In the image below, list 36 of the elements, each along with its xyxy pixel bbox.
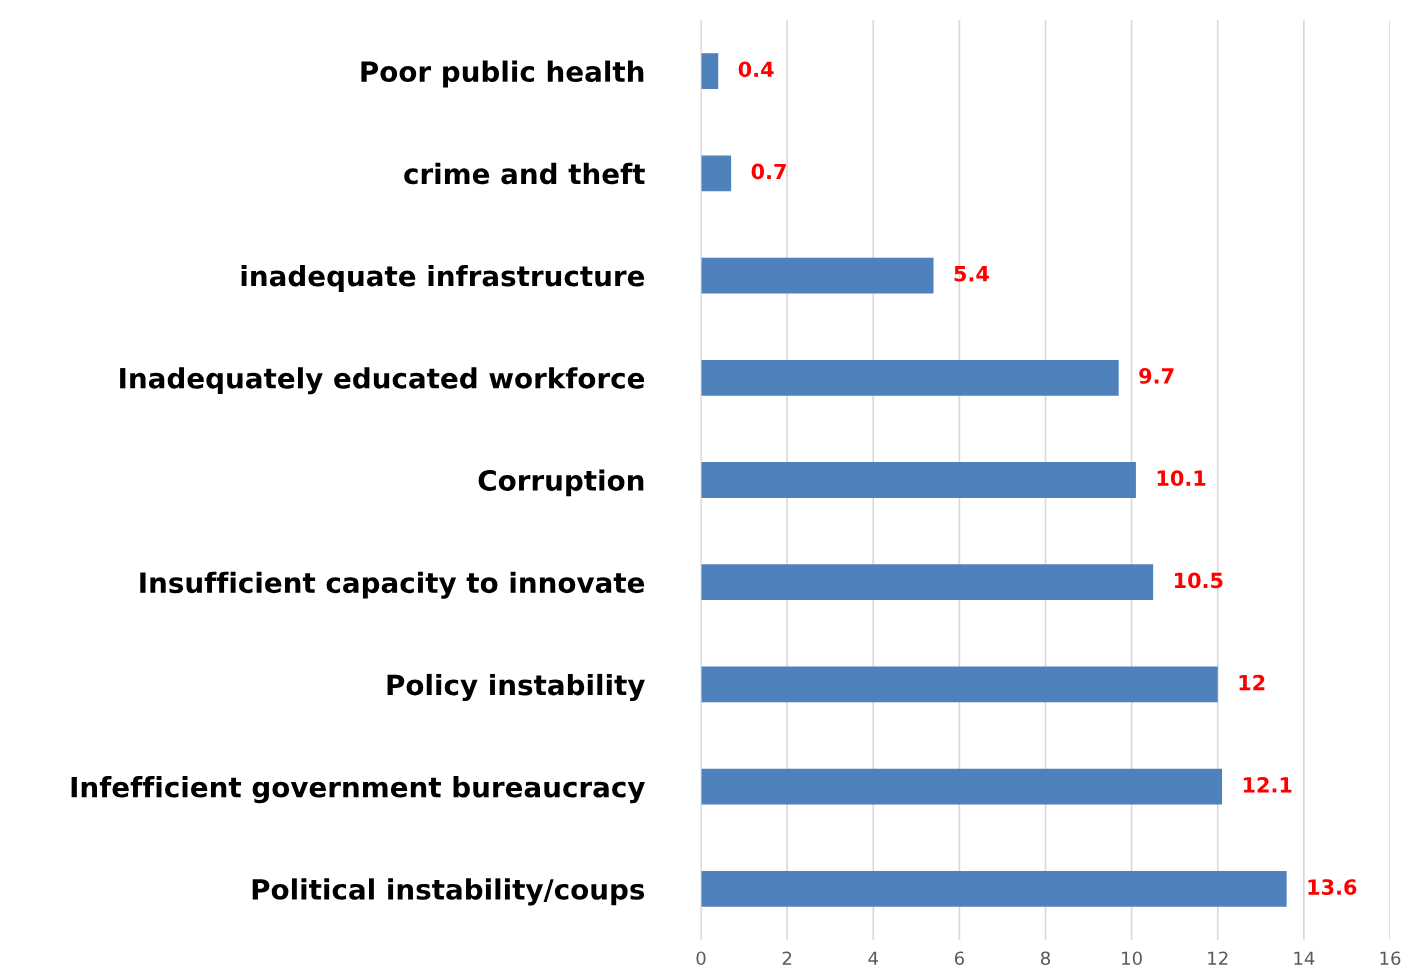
bar bbox=[701, 564, 1154, 601]
x-tick-label: 14 bbox=[1294, 951, 1315, 965]
x-tick-label: 10 bbox=[1122, 951, 1142, 966]
y-tick-label: inadequate infrastructure bbox=[241, 265, 645, 292]
y-tick-label: Inadequately educated workforce bbox=[120, 367, 645, 395]
data-label: 13.6 bbox=[1308, 879, 1357, 895]
y-tick-label: crime and theft bbox=[404, 162, 645, 185]
y-tick-label: Insufficient capacity to innovate bbox=[140, 571, 645, 599]
data-label: 9.7 bbox=[1139, 368, 1174, 384]
x-tick-label: 16 bbox=[1380, 951, 1401, 966]
bar bbox=[701, 53, 719, 89]
data-label: 5.4 bbox=[954, 266, 989, 282]
bar bbox=[701, 155, 732, 192]
bar bbox=[701, 257, 934, 294]
y-tick-label: Corruption bbox=[478, 469, 644, 497]
x-tick-label: 12 bbox=[1208, 951, 1228, 965]
x-tick-label: 2 bbox=[782, 951, 792, 965]
bar bbox=[701, 768, 1223, 805]
bar bbox=[701, 871, 1287, 907]
data-label: 12 bbox=[1239, 674, 1265, 691]
y-tick-label: Infefficient government bureaucracy bbox=[71, 776, 645, 804]
y-tick-label: Policy instability bbox=[387, 673, 645, 701]
bar bbox=[701, 359, 1119, 396]
x-tick-label: 8 bbox=[1040, 951, 1051, 966]
x-tick-label: 4 bbox=[868, 951, 878, 965]
data-label: 10.5 bbox=[1174, 572, 1223, 589]
y-tick-label: Political instability/coups bbox=[252, 878, 645, 906]
bar bbox=[701, 462, 1136, 498]
x-tick-label: 6 bbox=[954, 951, 964, 966]
data-label: 10.1 bbox=[1157, 470, 1206, 487]
y-tick-label: Poor public health bbox=[361, 60, 644, 88]
bar bbox=[701, 666, 1218, 703]
data-label: 0.7 bbox=[751, 163, 786, 180]
x-tick-label: 0 bbox=[696, 951, 706, 966]
data-label: 12.1 bbox=[1243, 776, 1292, 793]
data-label: 0.4 bbox=[738, 61, 774, 78]
